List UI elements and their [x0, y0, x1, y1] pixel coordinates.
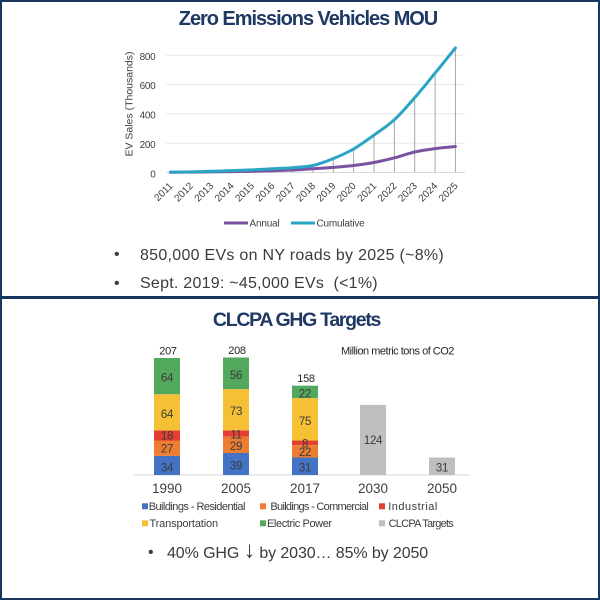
svg-text:Buildings - Commercial: Buildings - Commercial — [270, 501, 368, 513]
svg-text:2025: 2025 — [437, 181, 461, 205]
svg-text:2023: 2023 — [396, 181, 420, 205]
svg-text:2012: 2012 — [172, 181, 196, 205]
svg-text:Buildings - Residential: Buildings - Residential — [149, 501, 245, 513]
svg-text:800: 800 — [140, 52, 157, 63]
svg-text:64: 64 — [161, 409, 174, 421]
svg-text:2020: 2020 — [335, 181, 359, 205]
svg-text:56: 56 — [230, 370, 242, 382]
svg-text:124: 124 — [364, 435, 383, 447]
svg-text:200: 200 — [140, 140, 157, 151]
svg-text:8: 8 — [302, 438, 308, 450]
svg-text:22: 22 — [299, 388, 311, 400]
svg-text:2017: 2017 — [274, 181, 298, 205]
svg-text:2019: 2019 — [315, 181, 339, 205]
svg-text:64: 64 — [161, 373, 174, 385]
svg-text:Electric Power: Electric Power — [267, 518, 332, 530]
svg-text:CLCPA Targets: CLCPA Targets — [389, 518, 455, 530]
svg-text:Million metric tons of CO2: Million metric tons of CO2 — [341, 346, 454, 358]
svg-text:34: 34 — [161, 462, 174, 474]
svg-text:207: 207 — [159, 346, 177, 358]
svg-text:Cumulative: Cumulative — [317, 219, 366, 230]
svg-text:11: 11 — [230, 430, 241, 442]
svg-text:600: 600 — [140, 81, 157, 92]
svg-text:2011: 2011 — [153, 181, 176, 204]
svg-text:2014: 2014 — [213, 181, 237, 205]
svg-text:18: 18 — [161, 431, 173, 443]
svg-text:0: 0 — [150, 169, 156, 180]
svg-text:22: 22 — [299, 447, 311, 459]
svg-text:2018: 2018 — [295, 181, 319, 205]
svg-text:75: 75 — [299, 416, 311, 428]
svg-text:31: 31 — [299, 463, 311, 475]
svg-text:Transportation: Transportation — [150, 518, 218, 530]
svg-text:2016: 2016 — [254, 181, 278, 205]
svg-text:1990: 1990 — [152, 481, 182, 496]
svg-text:39: 39 — [230, 461, 242, 473]
svg-text:2013: 2013 — [193, 181, 217, 205]
svg-text:208: 208 — [228, 345, 246, 357]
svg-text:2050: 2050 — [427, 481, 457, 496]
svg-text:Industrial: Industrial — [388, 501, 438, 513]
svg-text:27: 27 — [161, 444, 173, 456]
svg-text:29: 29 — [230, 441, 242, 453]
svg-text:2005: 2005 — [221, 481, 251, 496]
svg-text:73: 73 — [230, 406, 242, 418]
svg-text:2017: 2017 — [290, 481, 320, 496]
svg-text:2030: 2030 — [358, 481, 388, 496]
svg-text:EV Sales (Thousands): EV Sales (Thousands) — [124, 51, 136, 156]
svg-text:400: 400 — [140, 111, 157, 122]
svg-text:Annual: Annual — [250, 219, 280, 230]
svg-text:158: 158 — [297, 373, 315, 385]
svg-text:2021: 2021 — [356, 181, 380, 205]
svg-text:2022: 2022 — [376, 181, 400, 205]
svg-text:31: 31 — [436, 463, 448, 475]
svg-text:2024: 2024 — [417, 181, 441, 205]
svg-text:2015: 2015 — [233, 181, 257, 205]
